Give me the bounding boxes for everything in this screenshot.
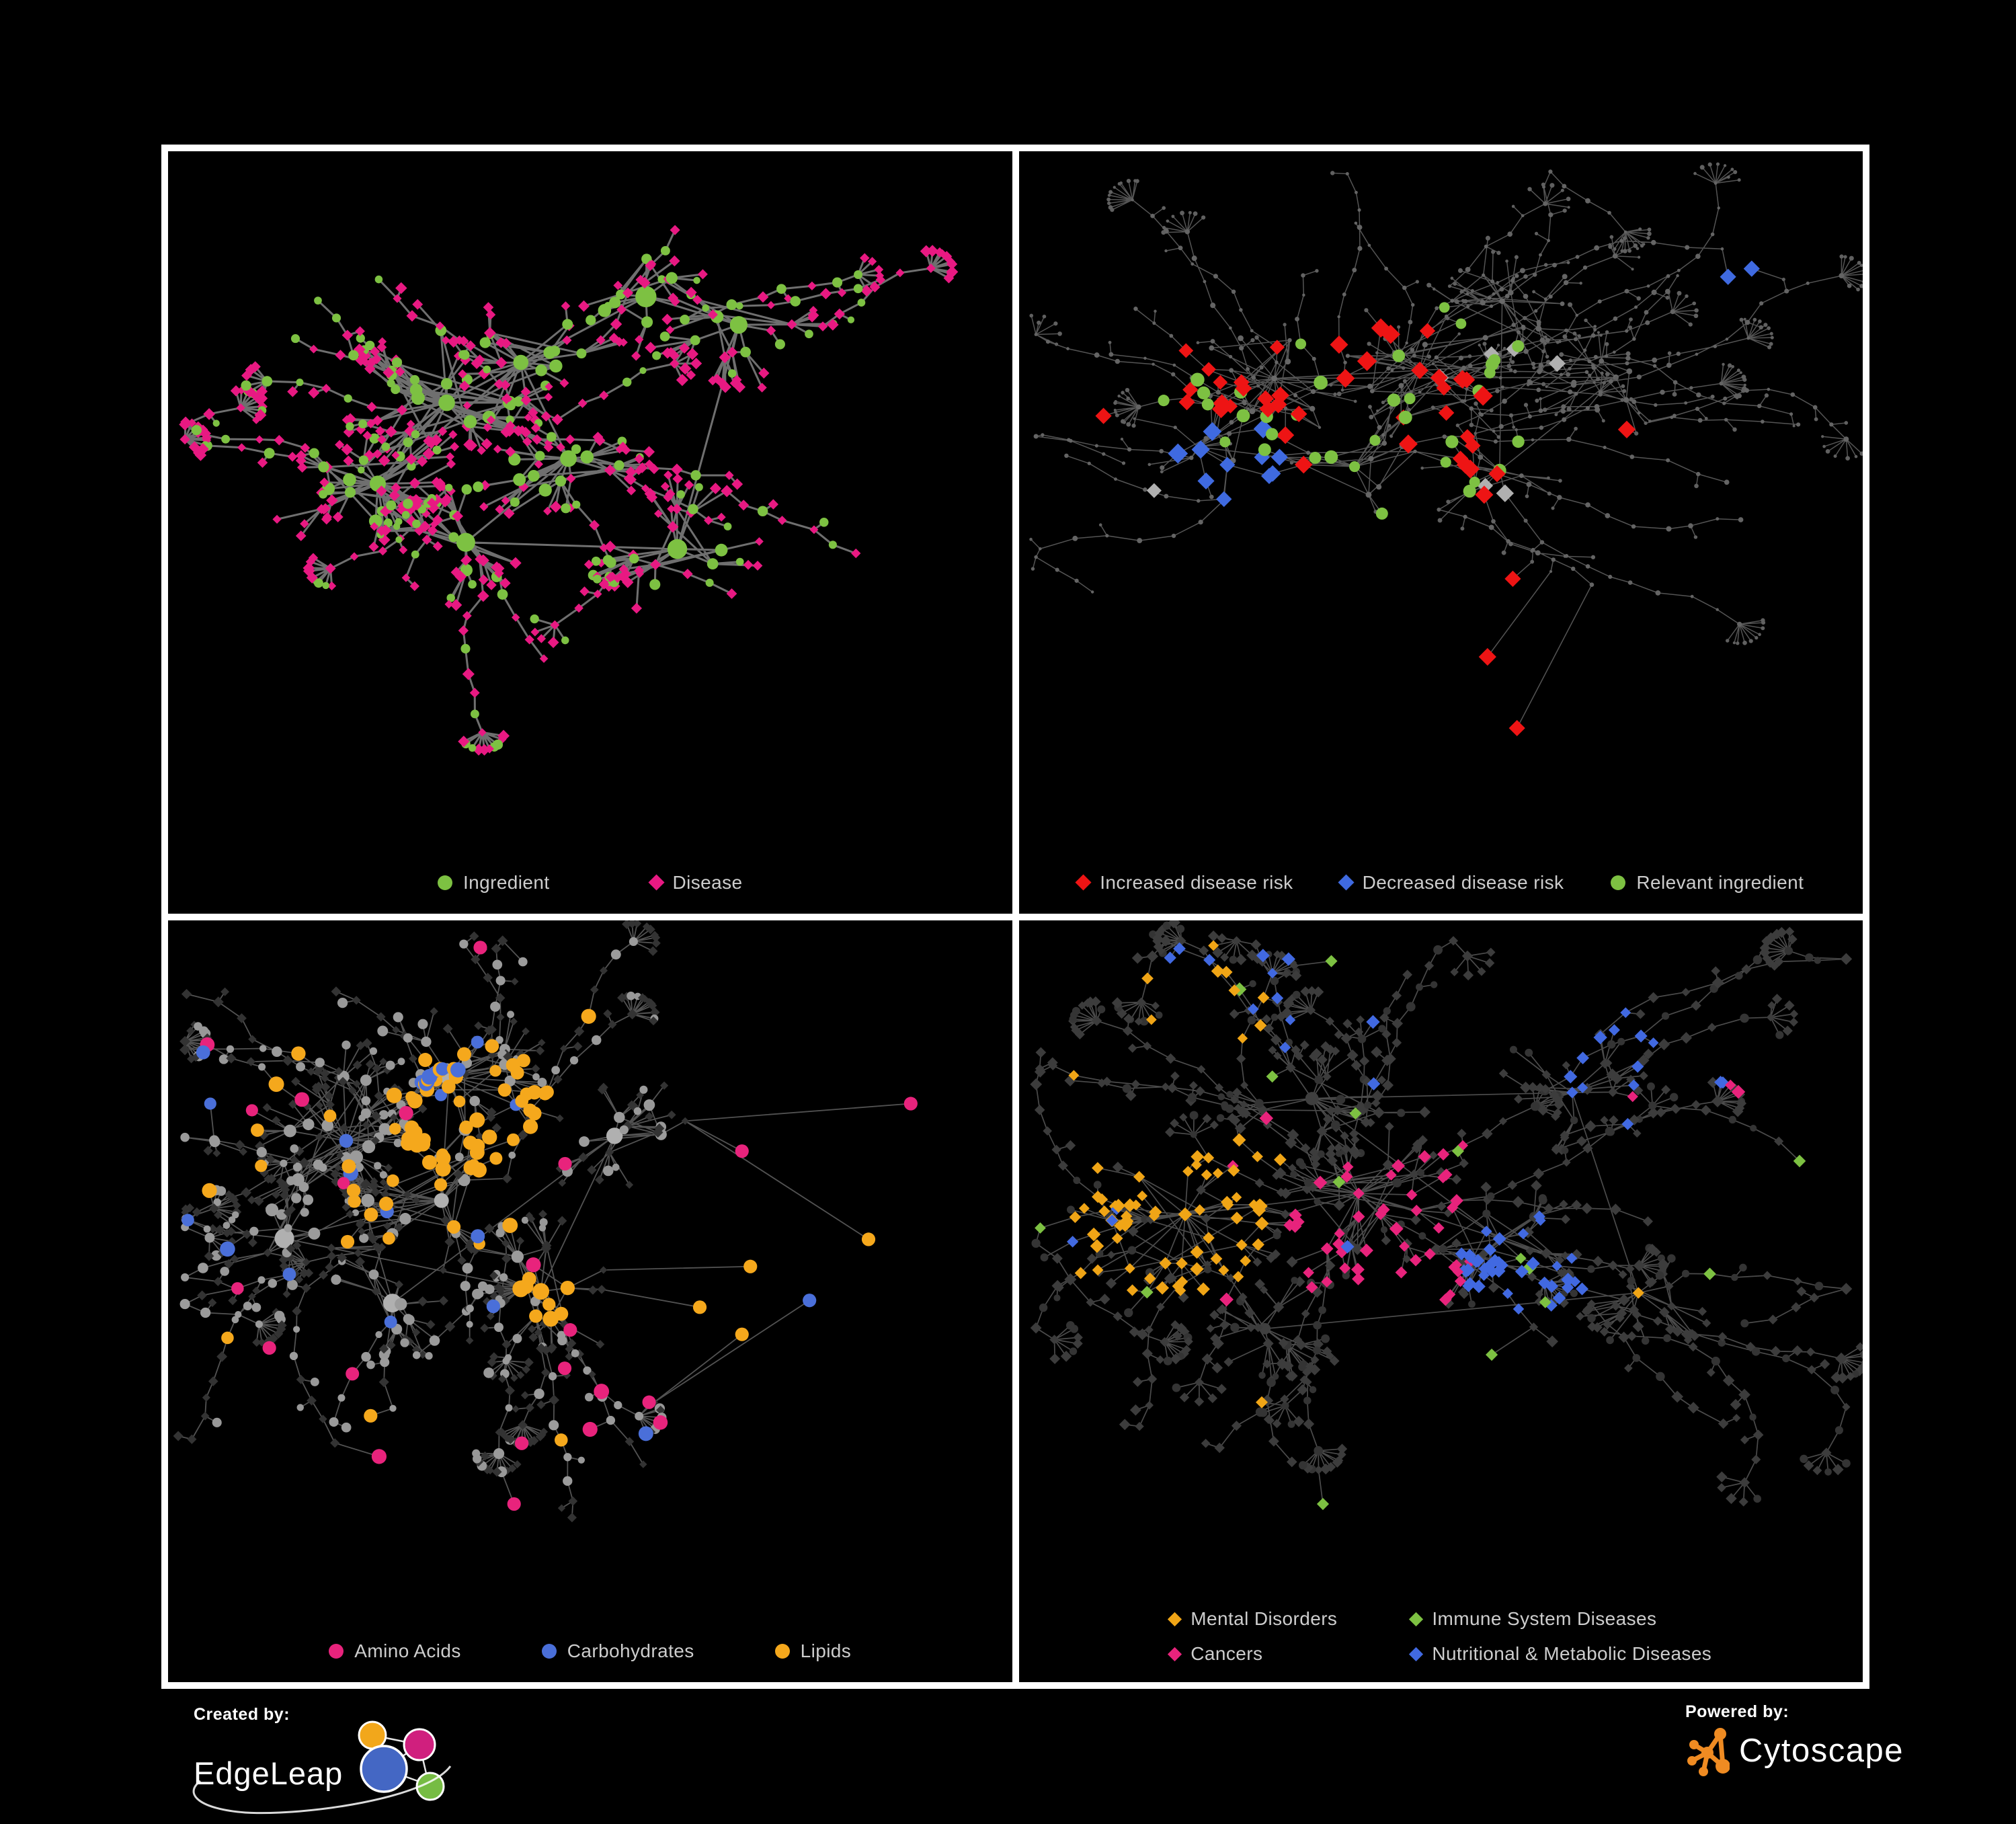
cytoscape-logo-icon [1685,1724,1730,1777]
relevant-ingredient-legend-marker-icon [1611,875,1625,890]
legend-label: Lipids [801,1640,852,1662]
legend-item: Immune System Diseases [1411,1608,1656,1630]
legend-item: Decreased disease risk [1340,872,1564,894]
panel-ingredient-disease: Ingredient Disease [168,151,1012,914]
edgeleap-logo-icon [347,1716,465,1817]
legend-label: Cancers [1191,1643,1262,1665]
ingredient-legend-marker-icon [438,875,452,890]
legend-label: Mental Disorders [1191,1608,1337,1630]
legend-disease-risk: Increased disease risk Decreased disease… [1019,872,1863,894]
legend-label: Amino Acids [354,1640,460,1662]
legend-label: Relevant ingredient [1636,872,1804,894]
legend-ingredient-disease: Ingredient Disease [168,872,1012,894]
legend-item: Lipids [775,1640,852,1662]
mental-disorders-legend-marker-icon [1168,1612,1182,1626]
cytoscape-wordmark: Cytoscape [1739,1732,1904,1770]
carbohydrates-legend-marker-icon [542,1644,557,1659]
legend-label: Increased disease risk [1100,872,1293,894]
legend-item: Amino Acids [329,1640,460,1662]
panel-nutrient-classes: Amino Acids Carbohydrates Lipids [168,920,1012,1683]
edgeleap-wordmark: EdgeLeap [194,1755,343,1792]
figure-footer: Created by: EdgeLeap Powered by: [0,1675,2016,1820]
legend-item: Ingredient [438,872,550,894]
network-graph-disease-categories [1019,920,1863,1683]
powered-by-label: Powered by: [1685,1702,1904,1722]
panels-grid: Ingredient Disease Increased disease ris… [161,145,1869,1689]
legend-item: Disease [651,872,743,894]
immune-system-diseases-legend-marker-icon [1409,1612,1423,1626]
legend-label: Ingredient [463,872,550,894]
legend-item: Cancers [1170,1643,1262,1665]
legend-item: Mental Disorders [1170,1608,1337,1630]
network-graph-ingredient-disease [168,151,1012,914]
disease-legend-marker-icon [648,874,664,890]
legend-item: Carbohydrates [542,1640,694,1662]
network-graph-disease-risk [1019,151,1863,914]
amino-acids-legend-marker-icon [329,1644,344,1659]
legend-label: Nutritional & Metabolic Diseases [1432,1643,1711,1665]
decreased-risk-legend-marker-icon [1338,874,1354,890]
nutritional-metabolic-diseases-legend-marker-icon [1409,1647,1423,1661]
created-by-block: Created by: EdgeLeap [194,1705,465,1817]
panel-disease-risk: Increased disease risk Decreased disease… [1019,151,1863,914]
horizontal-divider [168,914,1863,920]
legend-item: Increased disease risk [1078,872,1293,894]
legend-label: Decreased disease risk [1363,872,1564,894]
legend-label: Immune System Diseases [1432,1608,1656,1630]
legend-label: Disease [673,872,743,894]
legend-disease-categories: Mental Disorders Immune System Diseases … [1019,1608,1863,1665]
increased-risk-legend-marker-icon [1076,874,1092,890]
legend-label: Carbohydrates [567,1640,694,1662]
legend-nutrient-classes: Amino Acids Carbohydrates Lipids [168,1640,1012,1662]
lipids-legend-marker-icon [775,1644,790,1659]
panel-disease-categories: Mental Disorders Immune System Diseases … [1019,920,1863,1683]
legend-item: Relevant ingredient [1611,872,1804,894]
legend-item: Nutritional & Metabolic Diseases [1411,1643,1711,1665]
powered-by-block: Powered by: Cytoscape [1685,1702,1904,1777]
network-graph-nutrient-classes [168,920,1012,1683]
cancers-legend-marker-icon [1168,1647,1182,1661]
